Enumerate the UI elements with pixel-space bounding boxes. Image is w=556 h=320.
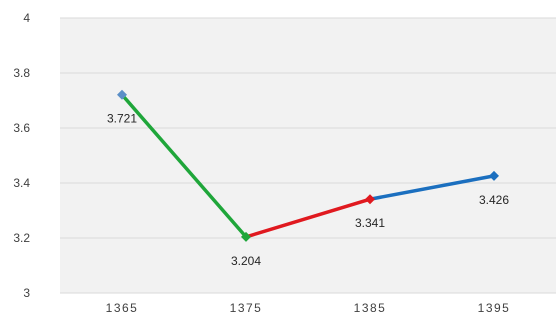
data-point-marker (117, 89, 127, 100)
y-tick-label: 3.6 (13, 121, 30, 135)
y-tick-label: 3 (23, 286, 30, 300)
line-segment (368, 174, 496, 201)
x-tick-label: 1385 (354, 301, 387, 315)
series-markers (117, 89, 499, 242)
x-axis: 1365 1375 1385 1395 (106, 301, 511, 315)
line-segment (244, 197, 372, 239)
gridlines (60, 17, 556, 294)
data-label: 3.341 (355, 216, 385, 230)
y-tick-label: 3.4 (13, 176, 30, 190)
y-tick-label: 4 (23, 11, 30, 25)
line-segment (120, 92, 248, 239)
x-tick-label: 1365 (106, 301, 139, 315)
data-point-marker (365, 194, 375, 205)
y-tick-label: 3.8 (13, 66, 30, 80)
plot-area (60, 18, 556, 293)
data-point-marker (489, 170, 499, 181)
y-axis: 3 3.2 3.4 3.6 3.8 4 (13, 11, 30, 300)
data-label: 3.204 (231, 254, 261, 268)
data-label: 3.721 (107, 112, 137, 126)
data-label: 3.426 (479, 193, 509, 207)
y-tick-label: 3.2 (13, 231, 30, 245)
data-labels: 3.721 3.204 3.341 3.426 (107, 112, 509, 268)
series-lines (120, 92, 496, 239)
x-tick-label: 1395 (478, 301, 511, 315)
data-point-marker (241, 231, 251, 242)
x-tick-label: 1375 (230, 301, 263, 315)
